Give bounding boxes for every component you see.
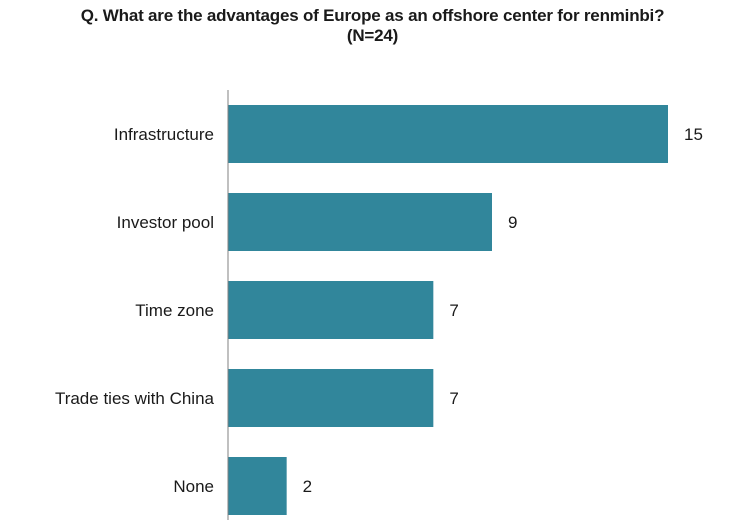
chart-subtitle: (N=24) — [346, 26, 399, 45]
chart-title: Q. What are the advantages of Europe as … — [80, 6, 665, 25]
value-label: 9 — [508, 213, 517, 232]
category-label: Infrastructure — [114, 125, 214, 144]
value-label: 7 — [449, 389, 458, 408]
value-label: 7 — [449, 301, 458, 320]
category-label: Investor pool — [117, 213, 214, 232]
value-label: 2 — [303, 477, 312, 496]
category-labels: Infrastructure Investor pool Time zone Trad… — [55, 125, 215, 496]
chart-title-block: Q. What are the advantages of Europe as … — [0, 6, 745, 46]
bars-layer — [228, 105, 668, 515]
value-labels: 15 9 7 7 2 — [303, 125, 703, 496]
bar — [228, 105, 668, 163]
bar — [228, 369, 434, 427]
bar — [228, 193, 492, 251]
category-label: None — [173, 477, 214, 496]
category-label: Trade ties with China — [55, 389, 215, 408]
bar — [228, 457, 287, 515]
value-label: 15 — [684, 125, 703, 144]
bar — [228, 281, 434, 339]
category-label: Time zone — [135, 301, 214, 320]
